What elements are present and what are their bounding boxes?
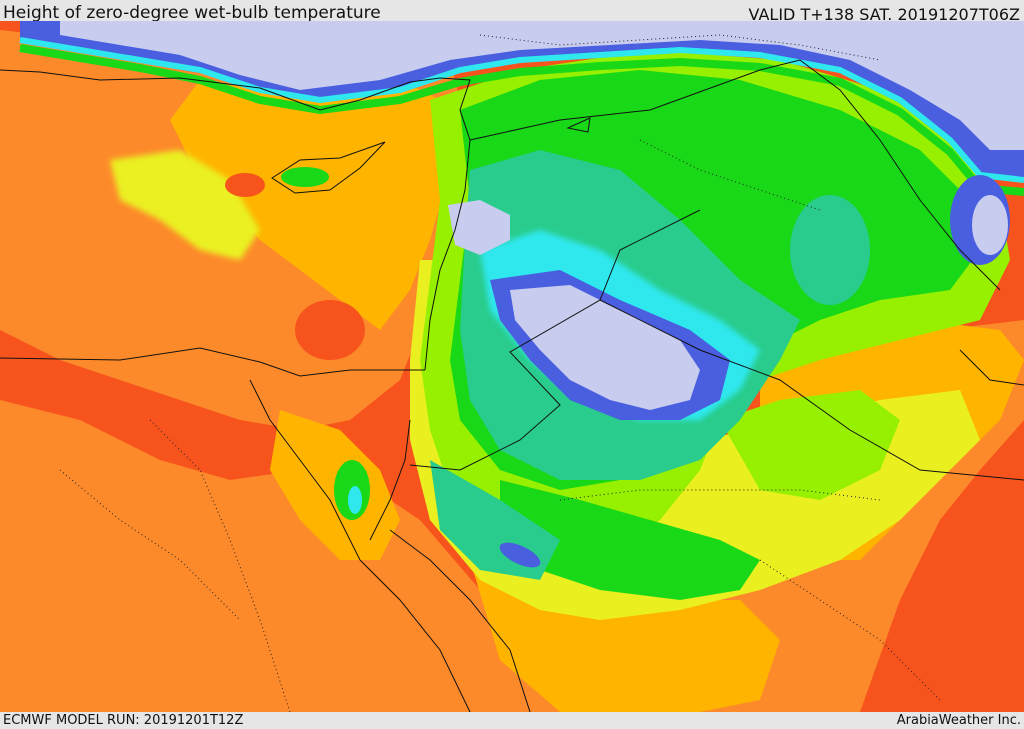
field-lime-east (720, 390, 900, 500)
field-patch-sinai-cyan (348, 486, 362, 514)
field-orange-south (0, 400, 560, 712)
field-patch-med-red (225, 173, 265, 197)
field-lavender-lebanon (448, 200, 510, 255)
map-panel (0, 21, 1024, 712)
field-patch-redsea-blue (499, 542, 541, 568)
coast-redsea-east (389, 529, 531, 712)
coast-lake-tharthar (566, 117, 591, 133)
header-bar: Height of zero-degree wet-bulb temperatu… (0, 0, 1024, 24)
map-title: Height of zero-degree wet-bulb temperatu… (3, 3, 381, 23)
border-iraq-iran (799, 59, 1001, 291)
dotted-border-saudi-1 (559, 489, 881, 501)
coast-gulf-kuwait (959, 349, 1024, 386)
coast-sinai-west (249, 379, 361, 561)
footer-bar: ECMWF MODEL RUN: 20191201T12Z ArabiaWeat… (0, 712, 1024, 729)
coast-levant (424, 189, 466, 371)
valid-time: VALID T+138 SAT. 20191207T06Z (748, 5, 1020, 24)
coastlines (0, 59, 1024, 712)
field-amber-west (170, 80, 450, 330)
coast-aqaba (369, 419, 411, 541)
field-patch-cyprus-green (281, 167, 329, 187)
coast-redsea (359, 559, 471, 712)
field-patch-east-green (790, 195, 870, 305)
field-patch-iran-lavender (972, 195, 1008, 255)
dotted-border-egypt (149, 419, 291, 712)
coast-egypt-north (0, 347, 425, 377)
border-iraq-saudi (599, 299, 1024, 481)
field-north-cyan-edge (19, 37, 1024, 183)
dotted-border-saudi-2 (759, 559, 941, 701)
wet-bulb-field-map (0, 21, 1024, 712)
dotted-border-turkey (479, 34, 881, 61)
credit-label: ArabiaWeather Inc. (896, 713, 1021, 728)
field-north-green-edge (19, 44, 1024, 196)
field-lavender-core (510, 285, 700, 410)
internal-dotted-borders (59, 34, 941, 712)
border-jordan-saudi (409, 209, 701, 471)
border-syria-iraq (469, 59, 801, 141)
field-green-south (500, 480, 760, 600)
field-yellow-west (110, 150, 260, 260)
dotted-border-west (59, 469, 241, 621)
field-patch-west-red (295, 300, 365, 360)
model-run-label: ECMWF MODEL RUN: 20191201T12Z (3, 713, 244, 728)
coast-cyprus (271, 141, 386, 194)
field-north-lavender (60, 21, 1024, 150)
coast-turkey-south (0, 69, 471, 191)
